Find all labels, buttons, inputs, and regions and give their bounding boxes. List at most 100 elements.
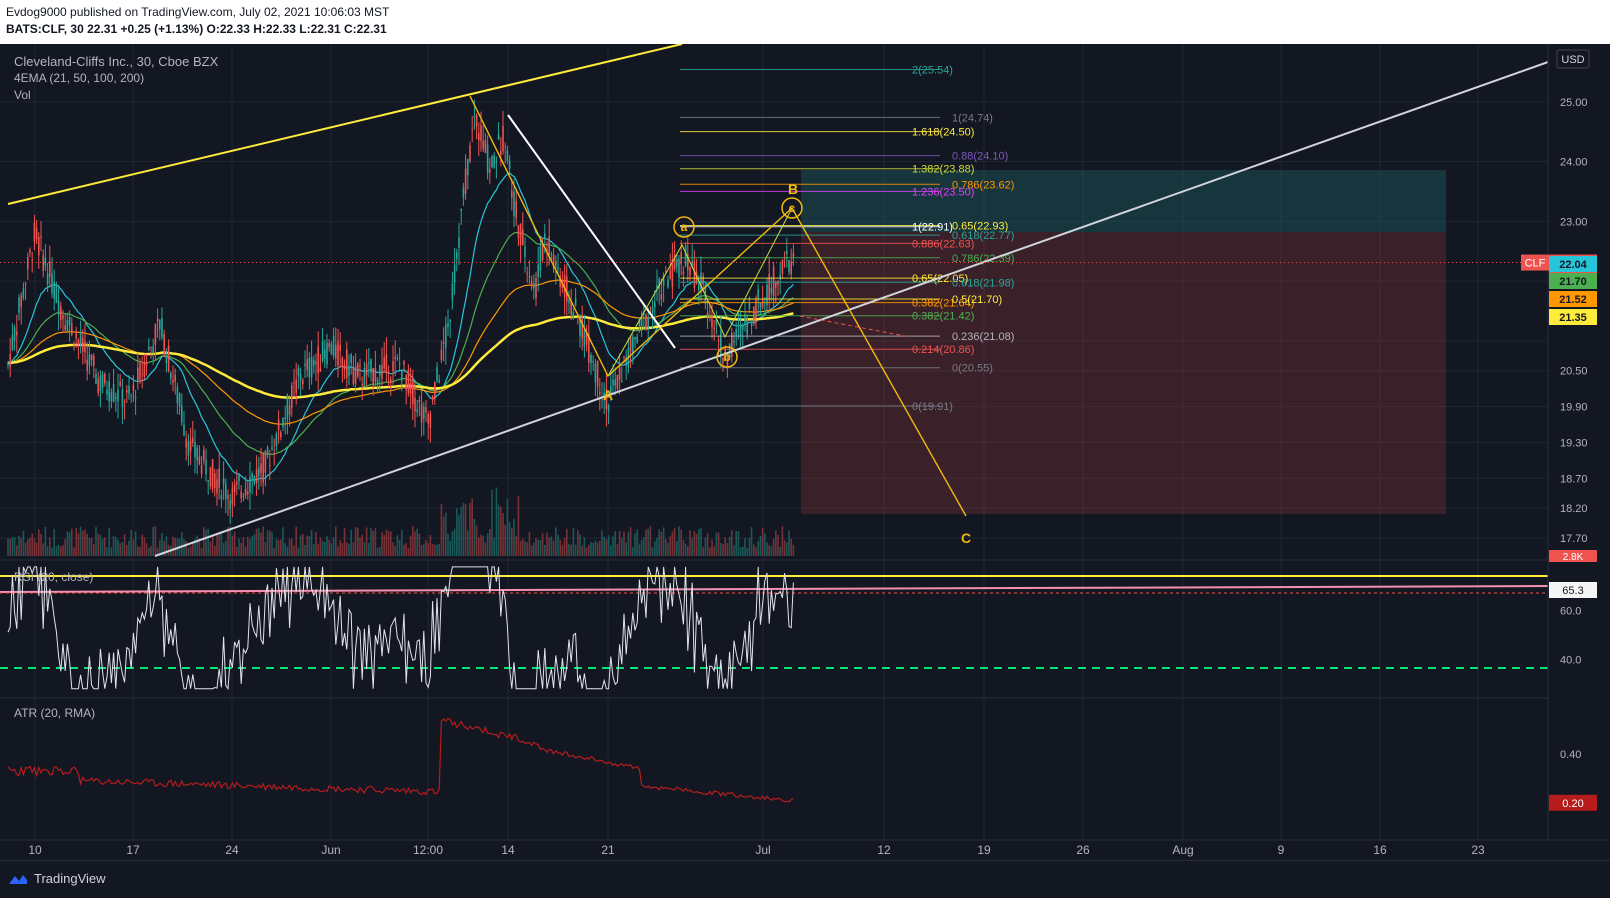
candle-body (297, 367, 300, 376)
candle-body (240, 491, 242, 499)
volume-bar (467, 530, 469, 556)
volume-bar (438, 543, 440, 556)
volume-bar (315, 531, 317, 556)
volume-bar (462, 502, 465, 556)
chart-title: Cleveland-Cliffs Inc., 30, Cboe BZX (14, 54, 219, 69)
ema-badge-3 (1549, 309, 1597, 325)
candle-body (689, 267, 691, 276)
upper-trendline (7, 44, 683, 205)
volume-bar (95, 526, 97, 556)
candle-body (381, 365, 383, 379)
candle-body (667, 279, 669, 288)
candle-body (258, 467, 260, 477)
volume-bar (104, 537, 106, 556)
candle-body (409, 382, 412, 395)
candle-body (548, 236, 550, 254)
candle-body (541, 244, 544, 260)
volume-bar (493, 537, 495, 556)
volume-bar (335, 526, 337, 556)
candle-body (249, 476, 251, 493)
volume-bar (504, 524, 506, 556)
volume-bar (709, 547, 711, 556)
candle-body (304, 363, 306, 366)
volume-bar (623, 531, 625, 556)
candle-body (368, 362, 370, 364)
candle-body (90, 354, 93, 360)
rsi-legend[interactable]: RSI (20, close) (14, 570, 94, 584)
tradingview-logo[interactable]: TradingView (8, 871, 106, 886)
candle-body (112, 383, 115, 402)
candle-body (651, 307, 654, 314)
volume-bar (90, 537, 93, 556)
volume-bar (93, 544, 95, 556)
volume-bar (110, 547, 113, 556)
candle-body (350, 354, 352, 364)
candle-body (266, 447, 269, 455)
price-tick-9: 19.30 (1560, 437, 1588, 449)
candle-body (671, 259, 674, 288)
volume-bar (491, 489, 493, 556)
volume-bar (489, 528, 491, 556)
volume-bar (293, 545, 295, 556)
price-tick-2: 23.00 (1560, 216, 1588, 228)
volume-bar (368, 542, 370, 556)
volume-bar (605, 539, 608, 556)
candle-body (167, 345, 170, 372)
volume-bar (790, 538, 792, 556)
candle-body (134, 396, 137, 399)
fib-label-16: 0.382(21.42) (912, 311, 974, 323)
volume-bar (286, 546, 289, 556)
volume-bar (691, 537, 693, 556)
volume-bar (772, 538, 775, 556)
candle-body (731, 332, 733, 357)
volume-bar (161, 533, 163, 556)
volume-bar (16, 545, 18, 556)
volume-bar (590, 541, 592, 556)
volume-bar (724, 537, 726, 556)
volume-bar (282, 527, 284, 556)
rsi-line (7, 566, 794, 691)
candle-body (654, 302, 656, 308)
time-tick-10: 26 (1076, 843, 1090, 857)
candle-body (412, 378, 414, 404)
candle-body (552, 254, 555, 269)
candle-body (522, 229, 524, 246)
volume-bar (154, 526, 157, 556)
candle-body (623, 356, 625, 358)
volume-bar (130, 529, 132, 556)
volume-bar (115, 537, 117, 556)
volume-bar (687, 546, 689, 556)
candle-body (346, 349, 348, 378)
candle-body (370, 358, 372, 374)
volume-bar (607, 535, 610, 556)
wave-path-sub (607, 207, 793, 377)
candle-body (68, 316, 71, 326)
candle-body (225, 483, 227, 499)
volume-bar (55, 546, 58, 556)
ema-legend[interactable]: 4EMA (21, 50, 100, 200) (14, 71, 145, 85)
candle-body (214, 473, 216, 489)
fib-label-20: 0(19.91) (912, 401, 953, 413)
candle-body (687, 253, 689, 271)
candle-body (453, 264, 456, 283)
candle-body (18, 297, 20, 313)
candle-body (757, 289, 759, 299)
volume-bar (370, 527, 372, 556)
candle-body (86, 359, 88, 371)
time-tick-11: Aug (1172, 843, 1193, 857)
price-tick-11: 18.20 (1560, 503, 1588, 515)
candle-body (372, 368, 374, 386)
atr-legend[interactable]: ATR (20, RMA) (14, 706, 96, 720)
volume-bar (673, 527, 676, 556)
candle-body (416, 409, 418, 413)
candle-body (172, 379, 174, 383)
volume-bar (187, 547, 190, 556)
candle-body (451, 283, 454, 301)
chart-canvas[interactable]: 2(25.54)1(24.74)1.618(24.50)0.88(24.10)1… (0, 44, 1610, 860)
volume-bar (233, 531, 236, 556)
volume-legend[interactable]: Vol (14, 88, 31, 102)
candle-body (442, 341, 445, 344)
candle-body (29, 249, 31, 254)
candle-body (614, 379, 616, 386)
candle-body (515, 200, 517, 219)
